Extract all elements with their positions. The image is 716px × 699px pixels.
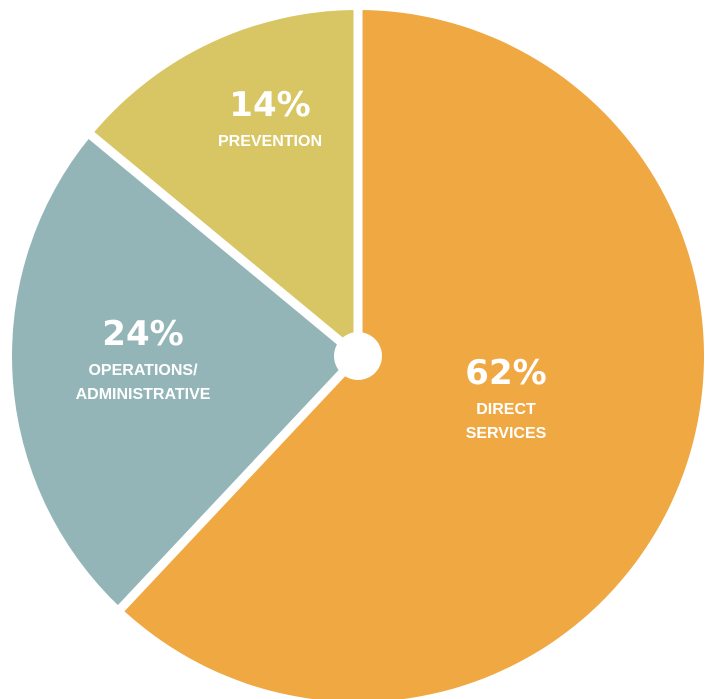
slice-category-label: SERVICES <box>466 425 547 442</box>
slice-percent-label: 24% <box>102 314 183 354</box>
slice-category-label: PREVENTION <box>218 133 322 150</box>
center-dot <box>334 332 382 380</box>
slice-separator <box>115 352 362 615</box>
slice-percent-label: 62% <box>465 353 546 393</box>
pie-slice-direct-services <box>121 10 704 699</box>
slice-category-label: ADMINISTRATIVE <box>76 386 211 403</box>
slice-category-label: DIRECT <box>476 401 536 418</box>
pie-slice-prevention <box>91 9 359 356</box>
slice-category-label: OPERATIONS/ <box>88 362 198 379</box>
pie-slice-operations-administrative <box>11 135 359 609</box>
slice-separator <box>85 129 361 360</box>
slice-percent-label: 14% <box>229 85 310 125</box>
